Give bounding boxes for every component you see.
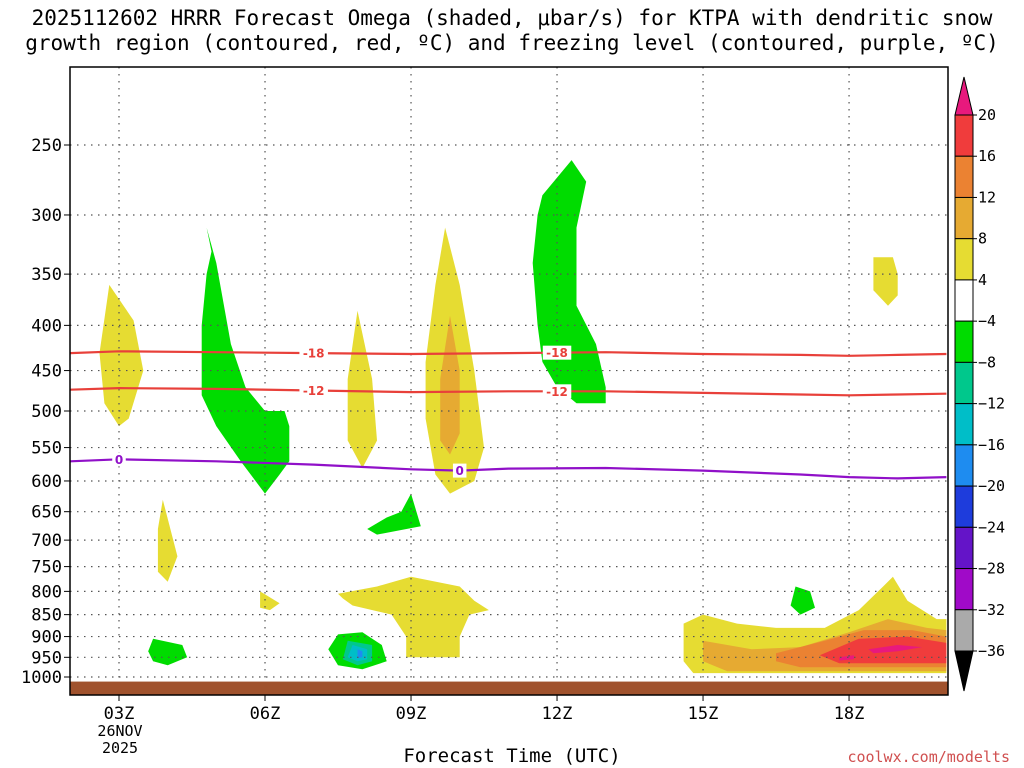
contour-label: 0	[456, 464, 464, 478]
contour-label-bg	[299, 383, 328, 398]
y-tick-label: 650	[31, 503, 62, 523]
y-tick-label: 450	[31, 362, 62, 382]
colorbar-bin	[954, 196, 974, 240]
contour-label: -18	[303, 347, 325, 361]
x-tick-label: 03Z	[104, 704, 135, 724]
freezing-level-line	[70, 458, 947, 480]
colorbar-bin	[954, 155, 974, 198]
contour-label: 0	[115, 453, 123, 467]
x-tick-label: 12Z	[542, 704, 573, 724]
contour-label-bg	[542, 345, 572, 360]
colorbar-label: 12	[978, 188, 996, 206]
contour-label-bg	[112, 452, 126, 467]
colorbar-label: −32	[978, 601, 1005, 619]
omega-region	[157, 499, 178, 582]
source-link[interactable]: coolwx.com/modelts	[847, 748, 1010, 766]
x-tick-label: 15Z	[688, 704, 719, 724]
x-tick-label: 06Z	[250, 704, 281, 724]
contour-label-bg	[542, 384, 572, 399]
colorbar-bin	[954, 238, 974, 281]
colorbar-label: −24	[978, 518, 1005, 536]
colorbar-bin	[954, 444, 974, 487]
y-tick-label: 750	[31, 558, 62, 578]
colorbar-label: −8	[978, 353, 996, 371]
colorbar-label: 20	[978, 106, 996, 124]
contour-label-bg	[452, 463, 467, 478]
omega-region	[260, 591, 280, 611]
omega-region	[532, 160, 606, 404]
omega-shading	[99, 160, 947, 674]
omega-region	[873, 257, 898, 306]
colorbar-bin	[954, 485, 974, 528]
y-tick-label: 1000	[21, 668, 62, 688]
omega-region	[201, 227, 290, 494]
omega-region	[367, 493, 421, 535]
colorbar-bin	[954, 114, 974, 157]
y-tick-label: 250	[31, 136, 62, 156]
colorbar-label: 16	[978, 147, 996, 165]
colorbar-label: 8	[978, 230, 987, 248]
y-tick-label: 400	[31, 316, 62, 336]
colorbar-bin	[954, 320, 974, 363]
colorbar-bin	[954, 361, 974, 405]
omega-region	[357, 649, 363, 659]
date-label-year: 2025	[101, 739, 139, 757]
colorbar-label: −12	[978, 395, 1005, 413]
contour-label: -12	[546, 385, 568, 399]
omega-region	[440, 315, 460, 455]
y-tick-label: 300	[31, 206, 62, 226]
colorbar-label: −16	[978, 436, 1005, 454]
colorbar-bin	[954, 526, 974, 570]
omega-region	[839, 655, 854, 661]
omega-region	[868, 645, 923, 654]
plot-frame	[69, 66, 949, 696]
contour-label: -18	[546, 346, 568, 360]
colorbar-bin	[954, 568, 974, 611]
colorbar-bottom-arrow	[954, 650, 974, 692]
temperature-contours: -18 -18 -12 -12 0 0	[70, 345, 947, 480]
x-tick-label: 18Z	[834, 704, 865, 724]
chart-title: 2025112602 HRRR Forecast Omega (shaded, …	[25, 6, 999, 55]
colorbar-label: −28	[978, 560, 1005, 578]
colorbar-bin	[954, 403, 974, 446]
colorbar-label: −20	[978, 477, 1005, 495]
y-tick-label: 550	[31, 439, 62, 459]
ground-bar	[70, 681, 948, 695]
omega-region	[790, 586, 815, 615]
y-tick-label: 700	[31, 531, 62, 551]
omega-region	[148, 638, 188, 666]
y-tick-label: 800	[31, 582, 62, 602]
omega-region	[99, 284, 144, 427]
y-tick-label: 600	[31, 472, 62, 492]
colorbar-bin	[954, 609, 974, 652]
colorbar-label: −4	[978, 312, 996, 330]
axis-ticks: 2503003504004505005506006507007508008509…	[21, 136, 864, 724]
colorbar-label: −36	[978, 642, 1005, 660]
omega-region	[338, 576, 489, 658]
colorbar-label: 4	[978, 271, 987, 289]
omega-region	[347, 310, 377, 468]
colorbar-bin	[954, 279, 974, 322]
contour-label: -12	[303, 384, 325, 398]
y-tick-label: 850	[31, 606, 62, 626]
colorbar: 20 16 12 8 4 −4 −8 −12 −16 −20 −24 −28 −32 −36	[954, 76, 1005, 692]
y-tick-label: 900	[31, 628, 62, 648]
surface-layer	[70, 681, 948, 695]
y-tick-label: 350	[31, 265, 62, 285]
y-tick-label: 500	[31, 402, 62, 422]
x-tick-label: 09Z	[396, 704, 427, 724]
x-axis-label: Forecast Time (UTC)	[403, 745, 621, 767]
plot-border	[69, 66, 949, 696]
contour-label-bg	[299, 346, 328, 361]
date-label-day: 26NOV	[97, 722, 143, 740]
y-tick-label: 950	[31, 648, 62, 668]
colorbar-top-arrow	[954, 76, 974, 116]
